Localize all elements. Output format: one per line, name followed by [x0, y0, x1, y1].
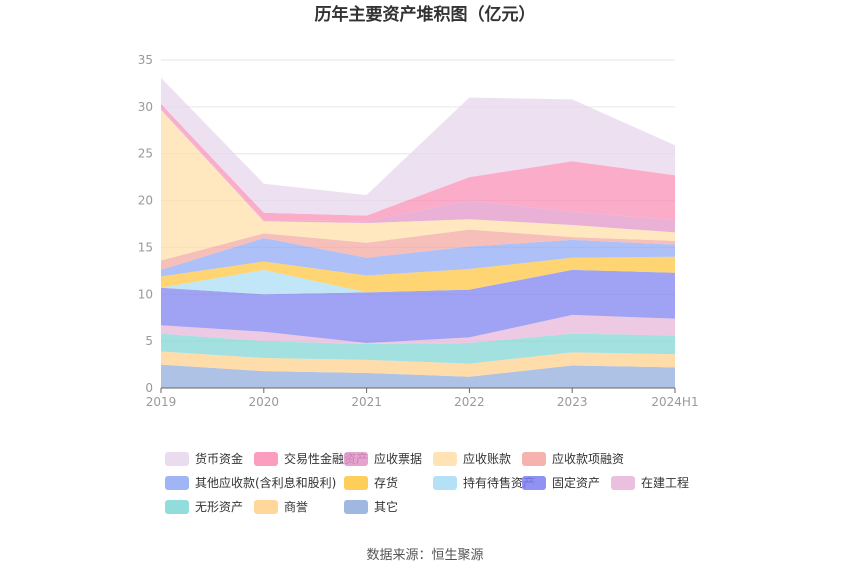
y-tick-label: 25 — [138, 147, 153, 161]
y-tick-label: 5 — [145, 334, 153, 348]
chart-title: 历年主要资产堆积图（亿元） — [315, 4, 536, 25]
legend-swatch — [344, 476, 368, 490]
legend-label: 无形资产 — [195, 500, 243, 514]
legend-swatch — [611, 476, 635, 490]
area-series: 交易性金融资产 — [161, 104, 675, 222]
area-series: 存货 — [161, 256, 675, 293]
legend-label: 其他应收款(含利息和股利) — [195, 475, 336, 490]
legend-label: 存货 — [374, 475, 398, 490]
y-tick-label: 0 — [145, 381, 153, 395]
legend-swatch — [344, 452, 368, 466]
legend-swatch — [254, 452, 278, 466]
area-series: 持有待售资产 — [161, 269, 675, 295]
area-series-group: 其它商誉无形资产在建工程固定资产持有待售资产存货其他应收款(含利息和股利)应收款… — [161, 77, 675, 388]
legend-label: 在建工程 — [641, 475, 689, 490]
x-tick-label: 2021 — [351, 395, 382, 409]
legend-label: 其它 — [374, 499, 398, 514]
legend-swatch — [522, 452, 546, 466]
legend-label: 固定资产 — [552, 475, 600, 490]
legend-swatch — [165, 500, 189, 514]
area-series: 应收账款 — [161, 109, 675, 261]
y-tick-label: 10 — [138, 287, 153, 301]
legend-swatch — [254, 500, 278, 514]
legend-label: 应收账款 — [463, 451, 511, 466]
legend-label: 商誉 — [284, 499, 308, 514]
legend-swatch — [344, 500, 368, 514]
y-tick-label: 15 — [138, 240, 153, 254]
y-tick-label: 20 — [138, 194, 153, 208]
area-series: 商誉 — [161, 351, 675, 377]
axes: 0 5 10 15 20 25 30 35 2019 2020 2021 2022 2023 2024H1 — [138, 53, 699, 409]
legend-swatch — [433, 476, 457, 490]
y-tick-label: 30 — [138, 100, 153, 114]
area-series: 固定资产 — [161, 269, 675, 344]
legend-swatch — [433, 452, 457, 466]
area-series: 应收票据 — [161, 107, 675, 233]
legend-label: 应收款项融资 — [552, 451, 624, 466]
x-tick-label: 2024H1 — [651, 395, 698, 409]
y-tick-label: 35 — [138, 53, 153, 67]
x-tick-label: 2019 — [146, 395, 177, 409]
legend-swatch — [165, 452, 189, 466]
legend-label: 持有待售资产 — [463, 475, 535, 490]
x-tick-label: 2022 — [454, 395, 485, 409]
area-series: 应收款项融资 — [161, 229, 675, 270]
area-series: 货币资金 — [161, 77, 675, 216]
x-tick-label: 2020 — [249, 395, 280, 409]
area-series: 无形资产 — [161, 333, 675, 364]
area-series: 其他应收款(含利息和股利) — [161, 238, 675, 277]
area-series: 在建工程 — [161, 314, 675, 344]
legend-label: 应收票据 — [374, 451, 422, 466]
x-tick-label: 2023 — [557, 395, 588, 409]
source-text: 数据来源：恒生聚源 — [366, 548, 483, 563]
area-series: 其它 — [161, 364, 675, 388]
legend-swatch — [522, 476, 546, 490]
legend-swatch — [165, 476, 189, 490]
legend-label: 货币资金 — [195, 451, 243, 466]
